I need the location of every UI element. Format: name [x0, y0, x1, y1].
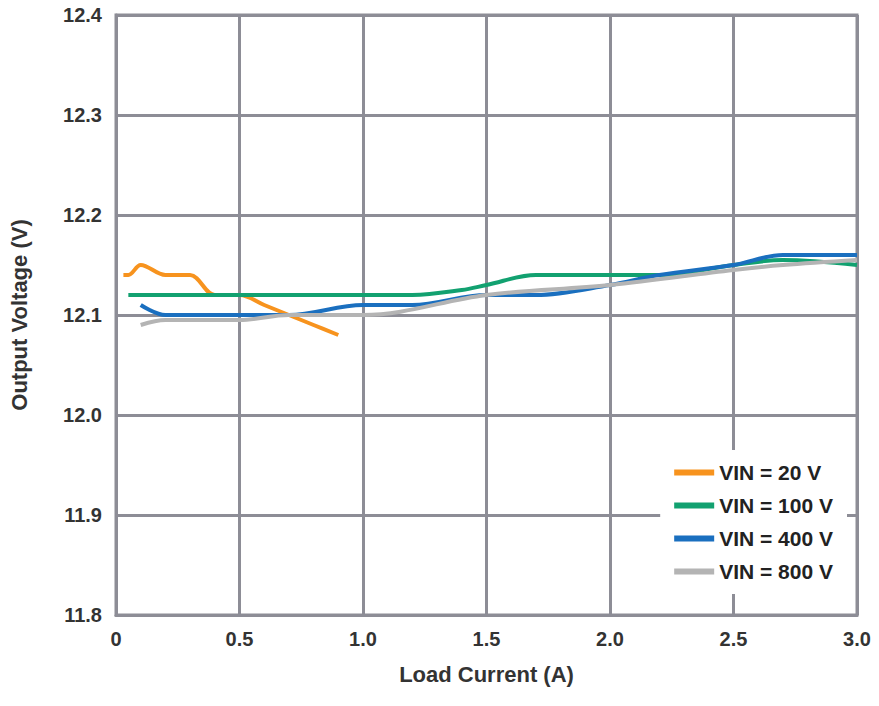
svg-text:Output Voltage (V): Output Voltage (V)	[7, 219, 32, 410]
svg-text:12.0: 12.0	[63, 404, 102, 426]
svg-text:11.8: 11.8	[64, 604, 102, 626]
svg-text:2.0: 2.0	[596, 628, 624, 650]
svg-text:12.2: 12.2	[63, 204, 102, 226]
svg-text:3.0: 3.0	[843, 628, 871, 650]
svg-text:11.9: 11.9	[64, 504, 102, 526]
svg-text:VIN = 100 V: VIN = 100 V	[719, 494, 833, 517]
svg-text:0: 0	[110, 628, 121, 650]
svg-text:1.5: 1.5	[473, 628, 501, 650]
svg-text:12.4: 12.4	[63, 4, 103, 26]
svg-text:2.5: 2.5	[720, 628, 748, 650]
svg-text:1.0: 1.0	[349, 628, 377, 650]
svg-text:VIN = 400 V: VIN = 400 V	[719, 527, 833, 550]
svg-text:VIN = 20 V: VIN = 20 V	[719, 461, 821, 484]
svg-text:0.5: 0.5	[226, 628, 254, 650]
svg-text:VIN = 800 V: VIN = 800 V	[719, 560, 833, 583]
svg-text:Load Current (A): Load Current (A)	[399, 662, 574, 687]
svg-text:12.3: 12.3	[63, 104, 102, 126]
svg-text:12.1: 12.1	[63, 304, 102, 326]
